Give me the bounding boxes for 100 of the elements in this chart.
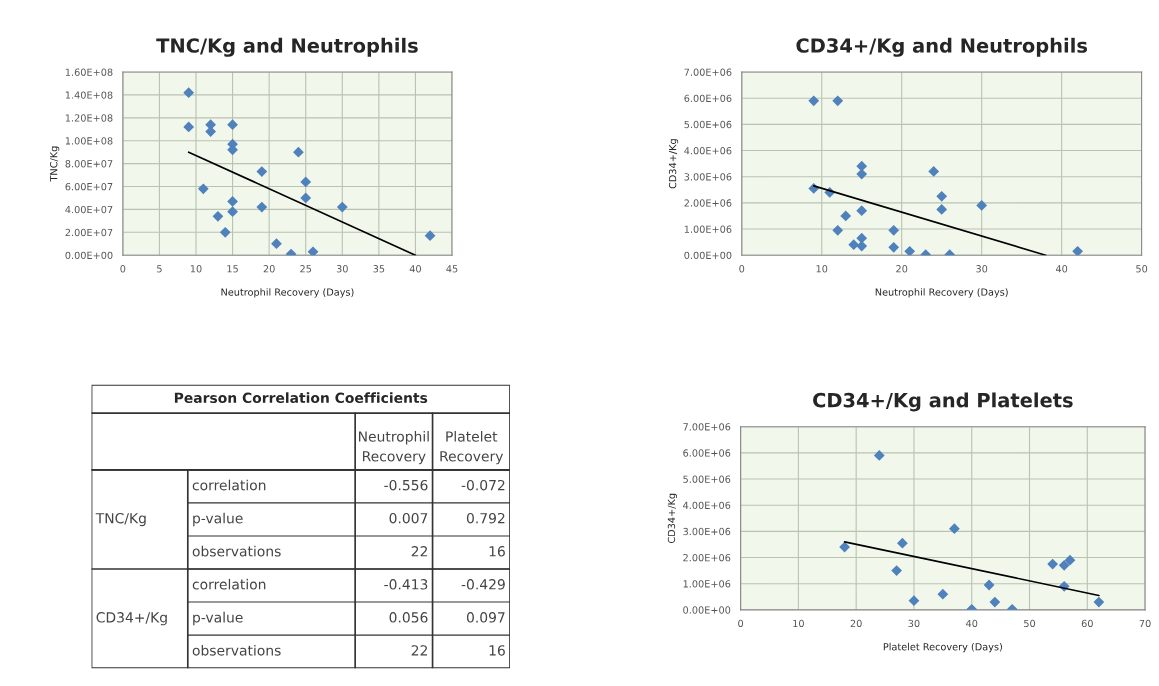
chart-title: CD34+/Kg and Platelets: [813, 392, 1073, 412]
x-tick-label: 10: [816, 265, 828, 273]
point: [336, 201, 348, 213]
point: [1047, 558, 1059, 570]
point: [256, 166, 268, 177]
x-tick-label: 10: [793, 619, 804, 628]
point: [897, 537, 908, 549]
category-label: p-value: [193, 611, 243, 626]
point: [908, 595, 920, 607]
point: [888, 224, 900, 236]
x-tick-label: 30: [976, 265, 988, 273]
point: [256, 201, 268, 213]
y-tick-label: 1.20E+08: [65, 114, 113, 122]
point: [928, 166, 940, 177]
category-label: observations: [192, 545, 281, 557]
y-tick-label: 1.00E+06: [683, 580, 731, 588]
text: -0.556: [384, 479, 428, 491]
point: [1072, 245, 1084, 256]
point: [989, 596, 1001, 608]
x-tick-label: 40: [409, 265, 421, 273]
y-tick-label: 0.00E+00: [683, 606, 731, 614]
text: 16: [489, 546, 505, 557]
y-tick-label: 1.40E+08: [65, 91, 113, 99]
x-tick-label: 20: [896, 265, 908, 273]
text: -0.072: [461, 479, 505, 491]
text: 0.056: [389, 612, 428, 623]
x-tick-label: 20: [263, 265, 275, 273]
point: [848, 239, 860, 251]
x-tick-label: 50: [1136, 265, 1148, 273]
category-label: correlation: [192, 578, 266, 590]
point: [1093, 596, 1105, 608]
x-tick-label: 15: [227, 265, 238, 273]
point: [424, 230, 436, 242]
point: [832, 224, 844, 236]
x-tick-label: 40: [966, 619, 978, 628]
y-tick-label: 3.00E+06: [684, 173, 732, 181]
point: [936, 204, 948, 215]
x-tick-label: 50: [1024, 619, 1036, 628]
text: 22: [411, 645, 427, 656]
point: [271, 238, 282, 250]
point: [227, 206, 238, 218]
point: [227, 119, 238, 131]
text: 16: [489, 645, 505, 656]
x-tick-label: 45: [446, 265, 458, 273]
y-tick-label: 2.00E+06: [684, 199, 732, 207]
x-tick-label: 35: [373, 265, 385, 273]
point: [183, 121, 195, 133]
x-tick-label: 30: [908, 619, 920, 628]
x-tick-label: 30: [336, 265, 348, 273]
point: [832, 95, 844, 107]
x-tick-label: 25: [300, 265, 312, 273]
text: 0.097: [466, 612, 505, 623]
category-label: observations: [192, 644, 281, 656]
y-tick-label: 6.00E+07: [65, 182, 113, 191]
x-tick-label: 0: [120, 265, 126, 273]
point: [904, 245, 916, 256]
y-tick-label: 6.00E+06: [684, 94, 732, 103]
point: [839, 541, 850, 553]
y-tick-label: 4.00E+07: [65, 205, 113, 214]
point: [293, 146, 304, 158]
point: [1064, 554, 1076, 566]
point: [937, 588, 949, 600]
y-tick-label: 1.00E+08: [65, 137, 113, 145]
category-label: Neutrophil Recovery: [359, 430, 429, 465]
point: [197, 183, 209, 195]
y-tick-label: 1.00E+06: [684, 225, 732, 233]
y-axis-title: CD34+/Kg: [668, 139, 679, 189]
point: [840, 210, 852, 222]
point: [873, 450, 885, 461]
y-tick-label: 0.00E+00: [684, 251, 732, 260]
point: [983, 579, 995, 591]
point: [949, 523, 960, 535]
chart-title: TNC/Kg and Neutrophils: [156, 37, 418, 57]
y-tick-label: 4.00E+06: [684, 147, 732, 155]
point: [976, 200, 988, 211]
y-axis-title: CD34+/Kg: [667, 493, 678, 544]
y-tick-label: 5.00E+06: [684, 120, 732, 129]
x-tick-label: 40: [1055, 265, 1068, 273]
y-tick-label: 8.00E+07: [65, 160, 113, 168]
x-tick-label: 5: [157, 265, 162, 273]
text: 22: [411, 546, 427, 557]
point: [307, 246, 319, 256]
point: [212, 210, 224, 222]
y-axis-title: TNC/Kg: [50, 146, 60, 182]
category-label: TNC/Kg: [95, 512, 146, 527]
y-tick-label: 5.00E+06: [683, 475, 731, 483]
y-tick-label: 7.00E+06: [684, 68, 732, 76]
x-tick-label: 60: [1081, 619, 1093, 628]
point: [1058, 559, 1070, 571]
point: [300, 192, 312, 204]
x-tick-label: 10: [190, 265, 202, 273]
x-tick-label: 20: [850, 619, 862, 628]
x-axis-title: Platelet Recovery (Days): [883, 642, 1002, 653]
y-tick-label: 1.60E+08: [65, 68, 113, 76]
point: [300, 176, 312, 188]
point: [227, 196, 238, 207]
point: [219, 226, 231, 238]
x-axis-title: Neutrophil Recovery (Days): [221, 288, 354, 298]
text: -0.413: [384, 579, 428, 590]
point: [891, 565, 902, 576]
